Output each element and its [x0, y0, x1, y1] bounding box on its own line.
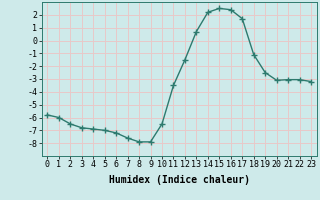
X-axis label: Humidex (Indice chaleur): Humidex (Indice chaleur) — [109, 175, 250, 185]
